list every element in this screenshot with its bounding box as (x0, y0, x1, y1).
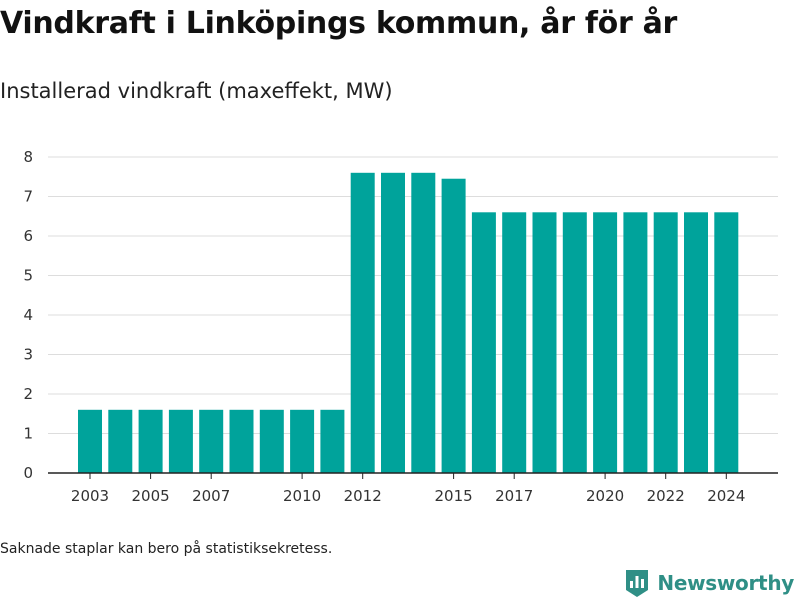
bar-2013 (381, 172, 405, 474)
x-tick-label: 2003 (71, 487, 109, 505)
y-tick-label: 7 (23, 188, 33, 206)
y-tick-label: 4 (23, 306, 33, 324)
x-tick-label: 2024 (707, 487, 745, 505)
x-tick-label: 2005 (132, 487, 170, 505)
tick-labels: 0 1 2 3 4 5 6 7 8 2003 2005 2007 2010 2012 2015 2017 202… (23, 148, 745, 505)
y-tick-label: 6 (23, 227, 33, 245)
bar-2009 (259, 409, 284, 473)
axes (48, 472, 778, 479)
bar-2007 (199, 409, 224, 473)
bar-2014 (411, 172, 436, 474)
bars (78, 172, 739, 474)
bar-2024 (714, 212, 739, 474)
bar-2003 (78, 409, 102, 473)
bar-2017 (502, 212, 527, 474)
brand-name: Newsworthy (657, 571, 794, 595)
bar-2020 (593, 212, 618, 474)
bar-2012 (350, 172, 375, 474)
footnote: Saknade staplar kan bero på statistiksek… (0, 541, 333, 557)
y-tick-label: 5 (23, 267, 33, 285)
x-tick-label: 2017 (495, 487, 533, 505)
newsworthy-chart-icon (626, 570, 649, 597)
y-tick-label: 2 (23, 385, 33, 403)
chart-subtitle: Installerad vindkraft (maxeffekt, MW) (0, 79, 393, 103)
bar-2010 (290, 409, 315, 473)
x-tick-label: 2010 (283, 487, 321, 505)
bar-2008 (229, 409, 254, 473)
chart-title: Vindkraft i Linköpings kommun, år för år (0, 6, 678, 41)
bar-2023 (684, 212, 708, 474)
x-tick-label: 2020 (586, 487, 624, 505)
x-tick-label: 2015 (435, 487, 473, 505)
y-tick-label: 0 (23, 464, 33, 482)
bar-2011 (320, 409, 345, 473)
bar-2004 (108, 409, 133, 473)
x-tick-label: 2022 (647, 487, 685, 505)
bar-2015 (441, 178, 466, 473)
y-tick-label: 3 (23, 346, 33, 364)
x-tick-label: 2012 (344, 487, 382, 505)
bar-2019 (562, 212, 587, 474)
bar-2022 (653, 212, 678, 474)
y-tick-label: 1 (23, 425, 33, 443)
bar-2018 (532, 212, 557, 474)
bar-2016 (471, 212, 496, 474)
bar-chart: 0 1 2 3 4 5 6 7 8 2003 2005 2007 2010 2012 2015 2017 202… (23, 148, 778, 505)
y-tick-label: 8 (23, 148, 33, 166)
bar-2021 (623, 212, 648, 474)
bar-2005 (138, 409, 163, 473)
bar-2006 (168, 409, 193, 473)
newsworthy-logo[interactable]: Newsworthy (624, 568, 794, 598)
x-tick-label: 2007 (192, 487, 230, 505)
